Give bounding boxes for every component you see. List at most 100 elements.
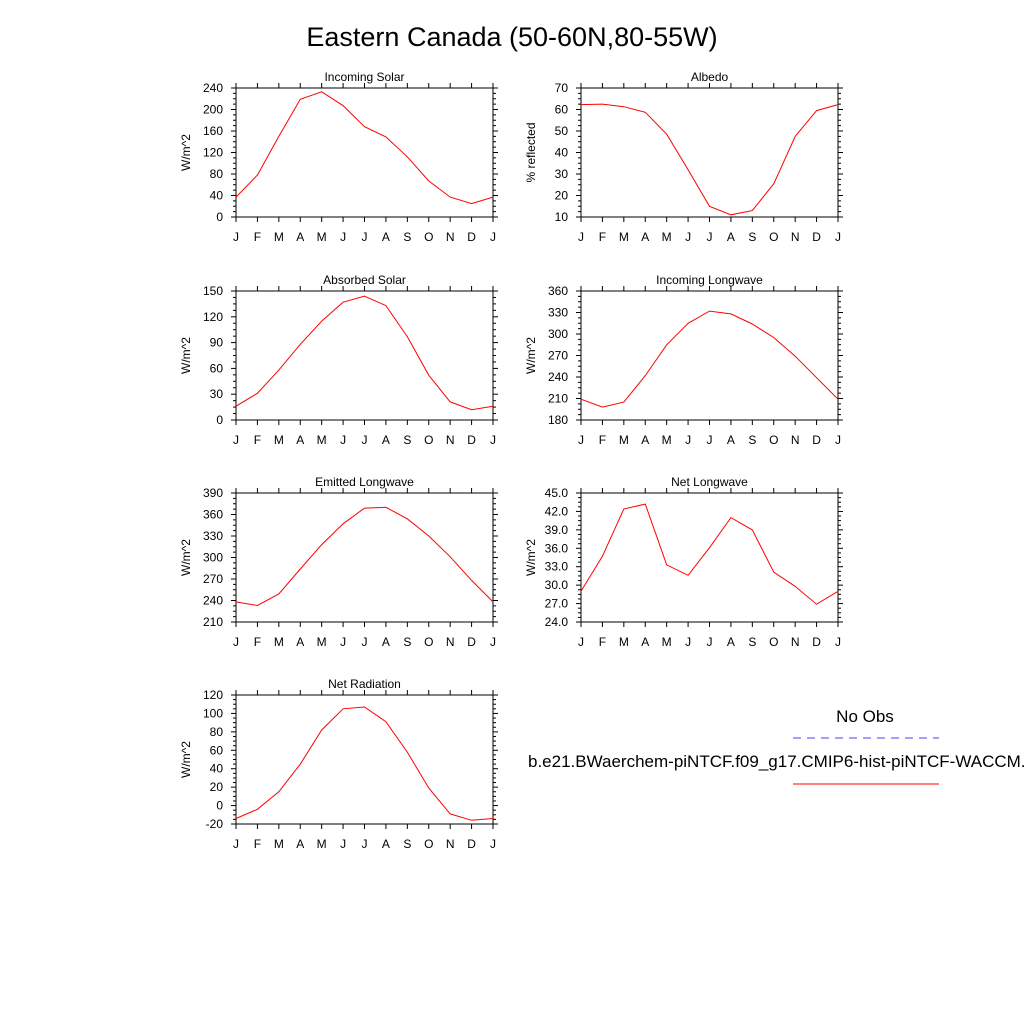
x-tick-label: A	[641, 230, 649, 244]
x-tick-label: M	[317, 230, 327, 244]
chart-title: Net Longwave	[671, 475, 748, 489]
y-tick-label: 240	[203, 594, 223, 608]
y-tick-label: 180	[548, 413, 568, 427]
x-tick-label: J	[685, 230, 691, 244]
y-tick-label: 10	[555, 210, 569, 224]
x-tick-label: F	[599, 433, 606, 447]
x-tick-label: S	[403, 837, 411, 851]
y-axis-label: W/m^2	[524, 337, 538, 374]
page-title: Eastern Canada (50-60N,80-55W)	[306, 22, 717, 52]
x-tick-label: M	[274, 837, 284, 851]
x-tick-label: J	[490, 635, 496, 649]
x-tick-label: M	[274, 230, 284, 244]
y-tick-label: 36.0	[545, 541, 569, 555]
series-line	[235, 91, 494, 205]
y-tick-label: 33.0	[545, 560, 569, 574]
x-tick-label: N	[446, 433, 455, 447]
x-tick-label: D	[812, 635, 821, 649]
y-tick-label: 360	[548, 284, 568, 298]
y-tick-label: 240	[203, 81, 223, 95]
series-line	[580, 503, 839, 605]
x-tick-label: A	[296, 230, 304, 244]
y-tick-label: 40	[210, 762, 224, 776]
legend-obs-label: No Obs	[836, 707, 894, 726]
x-tick-label: J	[340, 837, 346, 851]
x-tick-label: J	[233, 433, 239, 447]
x-tick-label: S	[748, 635, 756, 649]
chart-panel: Emitted Longwave W/m^2 210 240 270 300 330 360 3…	[179, 475, 498, 649]
x-tick-label: M	[619, 433, 629, 447]
x-tick-label: D	[812, 433, 821, 447]
y-axis-label: W/m^2	[179, 134, 193, 171]
x-tick-label: A	[641, 635, 649, 649]
y-tick-label: 40	[210, 189, 224, 203]
y-axis-label: W/m^2	[524, 539, 538, 576]
x-tick-label: A	[296, 837, 304, 851]
x-tick-label: A	[382, 635, 390, 649]
chart-panel: Incoming Longwave W/m^2 180 210 240 270 300 330…	[524, 273, 843, 447]
series-line	[235, 506, 494, 607]
x-tick-label: F	[599, 230, 606, 244]
y-axis-label: % reflected	[524, 122, 538, 182]
x-tick-label: S	[748, 230, 756, 244]
x-tick-label: J	[578, 635, 584, 649]
x-tick-label: O	[769, 433, 778, 447]
y-tick-label: 60	[210, 361, 224, 375]
x-tick-label: S	[403, 635, 411, 649]
x-tick-label: N	[446, 230, 455, 244]
x-tick-label: A	[382, 433, 390, 447]
x-tick-label: A	[382, 230, 390, 244]
x-tick-label: J	[835, 230, 841, 244]
chart-title: Incoming Longwave	[656, 273, 763, 287]
x-tick-label: A	[641, 433, 649, 447]
y-tick-label: 27.0	[545, 597, 569, 611]
x-tick-label: M	[662, 635, 672, 649]
x-tick-label: F	[254, 230, 261, 244]
legend: No Obs b.e21.BWaerchem-piNTCF.f09_g17.CM…	[528, 707, 1024, 785]
x-tick-label: N	[791, 433, 800, 447]
y-tick-label: 80	[210, 167, 224, 181]
y-tick-label: -20	[206, 817, 224, 831]
y-tick-label: 150	[203, 284, 223, 298]
plot-frame	[235, 694, 494, 825]
y-tick-label: 200	[203, 103, 223, 117]
y-tick-label: 330	[203, 529, 223, 543]
x-tick-label: J	[362, 230, 368, 244]
y-tick-label: 120	[203, 310, 223, 324]
plot-frame	[235, 492, 494, 623]
x-tick-label: O	[424, 230, 433, 244]
y-tick-label: 20	[555, 189, 569, 203]
y-tick-label: 70	[555, 81, 569, 95]
y-tick-label: 30.0	[545, 578, 569, 592]
x-tick-label: J	[578, 433, 584, 447]
x-tick-label: D	[467, 433, 476, 447]
x-tick-label: M	[662, 433, 672, 447]
y-tick-label: 0	[216, 799, 223, 813]
x-tick-label: D	[467, 230, 476, 244]
x-tick-label: O	[769, 635, 778, 649]
chart-panel: Net Longwave W/m^2 24.0 27.0 30.0 33.0 36.0 39.…	[524, 475, 843, 649]
y-tick-label: 120	[203, 688, 223, 702]
y-tick-label: 30	[555, 167, 569, 181]
y-tick-label: 210	[203, 615, 223, 629]
x-tick-label: F	[254, 433, 261, 447]
y-tick-label: 0	[216, 210, 223, 224]
x-tick-label: S	[748, 433, 756, 447]
x-tick-label: D	[812, 230, 821, 244]
x-tick-label: J	[707, 433, 713, 447]
x-tick-label: J	[340, 433, 346, 447]
y-tick-label: 210	[548, 392, 568, 406]
y-tick-label: 0	[216, 413, 223, 427]
x-tick-label: J	[340, 635, 346, 649]
y-tick-label: 330	[548, 306, 568, 320]
x-tick-label: O	[769, 230, 778, 244]
y-tick-label: 40	[555, 146, 569, 160]
x-tick-label: A	[382, 837, 390, 851]
x-tick-label: J	[233, 230, 239, 244]
chart-title: Net Radiation	[328, 677, 401, 691]
x-tick-label: J	[233, 837, 239, 851]
y-tick-label: 20	[210, 780, 224, 794]
y-tick-label: 90	[210, 336, 224, 350]
